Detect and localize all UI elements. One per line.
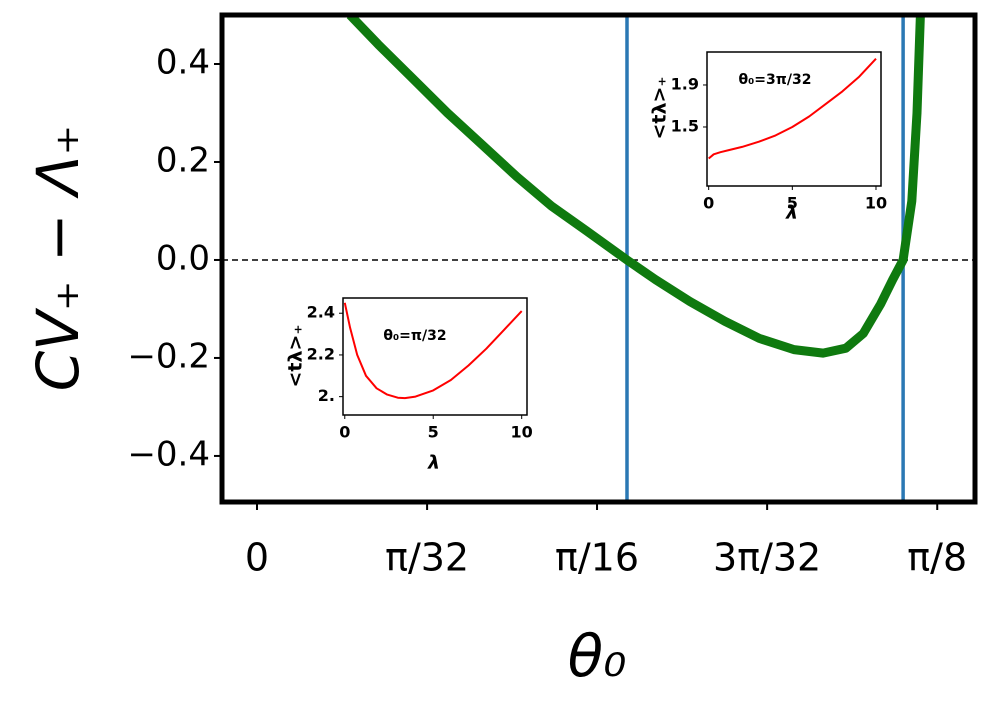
y-tick-label: 2.2 [307, 344, 335, 363]
x-tick-label: 10 [511, 423, 533, 442]
annotation: θ₀=π/32 [383, 328, 446, 344]
x-tick-label: π/16 [555, 536, 639, 580]
y-axis-label: <tλ>₊ [649, 77, 671, 140]
x-tick-label: 10 [865, 194, 887, 213]
plot-frame [342, 297, 528, 416]
y-tick-label: 1.9 [671, 74, 699, 93]
y-tick-label: −0.4 [127, 434, 210, 474]
x-tick-label: 0 [245, 536, 269, 580]
y-axis-label: CV₊ − Λ₊ [24, 125, 92, 392]
x-tick-label: 0 [339, 423, 350, 442]
y-axis-label: <tλ>₊ [285, 325, 307, 388]
x-axis-label: θ₀ [568, 622, 627, 690]
y-tick-label: 2.4 [307, 303, 335, 322]
y-tick-label: 0.4 [156, 42, 210, 82]
data-line [708, 58, 877, 160]
y-tick-label: 2. [318, 386, 335, 405]
x-tick-label: π/8 [907, 536, 967, 580]
x-tick-label: 3π/32 [713, 536, 821, 580]
plot-background [707, 52, 881, 186]
data-line [346, 15, 925, 358]
x-tick-label: 5 [428, 423, 439, 442]
x-tick-label: 5 [787, 194, 798, 213]
annotation: θ₀=3π/32 [739, 72, 812, 88]
plot-frame [219, 12, 978, 505]
plot-background [343, 298, 527, 415]
plot-frame [706, 51, 882, 187]
x-tick-label: 0 [703, 194, 714, 213]
y-tick-label: 0.0 [156, 238, 210, 278]
x-tick-label: π/32 [385, 536, 469, 580]
x-axis-label: λ [427, 452, 440, 474]
x-axis-label: λ [785, 202, 798, 224]
y-tick-label: 0.2 [156, 140, 210, 180]
data-line [343, 302, 523, 400]
y-tick-label: −0.2 [127, 336, 210, 376]
y-tick-label: 1.5 [671, 116, 699, 135]
